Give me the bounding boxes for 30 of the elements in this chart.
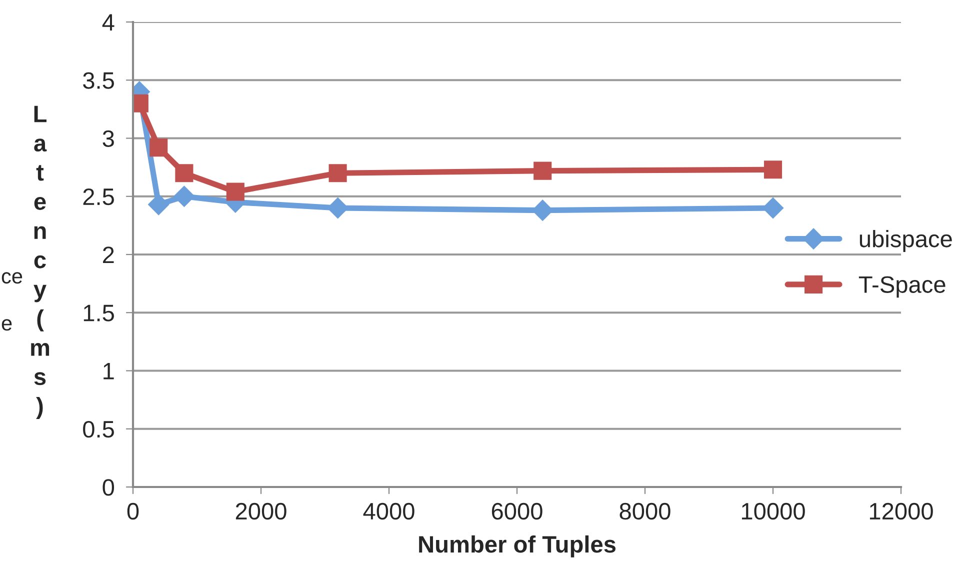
text: Latency (ms) <box>31 106 50 419</box>
y-tick-label: 3.5 <box>83 72 114 89</box>
y-tick-label: 0 <box>102 479 114 496</box>
x-tick-label: 2000 <box>236 502 286 520</box>
text: e <box>2 319 12 331</box>
legend-label: T-Space <box>858 276 946 298</box>
y-tick-label: 1.5 <box>84 304 114 322</box>
point <box>175 164 194 182</box>
point <box>226 182 244 201</box>
legend-label: ubispace <box>860 230 952 252</box>
x-axis-title: Number of Tuples <box>419 535 616 558</box>
y-tick-label: 1 <box>104 363 114 380</box>
y-tick-label: 2.5 <box>83 188 114 206</box>
point <box>148 194 170 216</box>
y-tick-label: 4 <box>102 14 114 31</box>
point <box>764 160 782 179</box>
point <box>150 138 168 157</box>
y-tick-label: 0.5 <box>83 420 114 438</box>
point <box>173 186 196 208</box>
point <box>328 164 347 182</box>
x-tick-label: 4000 <box>363 502 414 520</box>
x-tick-label: 0 <box>127 502 139 520</box>
x-tick-label: 10000 <box>742 502 805 520</box>
text: ce <box>2 272 22 284</box>
x-tick-label: 6000 <box>492 502 542 520</box>
point <box>534 162 552 180</box>
y-tick-label: 2 <box>103 246 114 264</box>
x-tick-label: 12000 <box>870 502 933 520</box>
x-tick-label: 8000 <box>620 502 670 520</box>
y-tick-label: 3 <box>102 130 114 148</box>
